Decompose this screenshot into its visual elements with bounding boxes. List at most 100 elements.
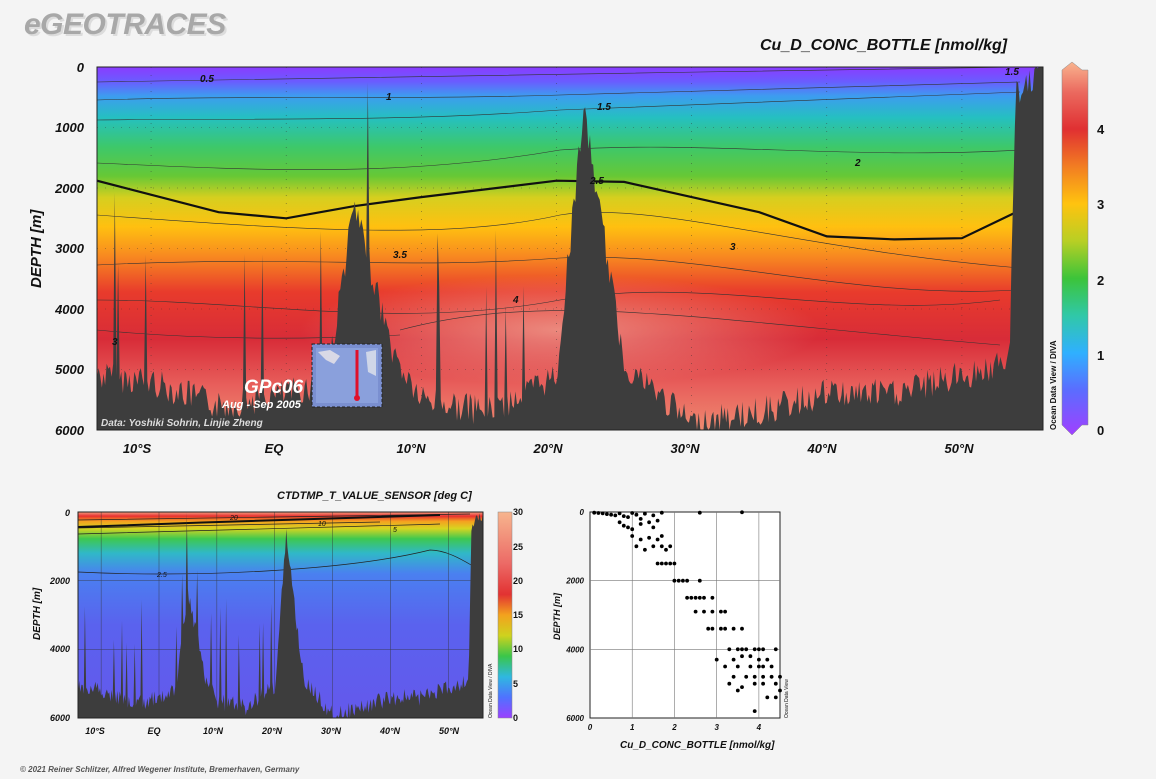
- scatter-point: [752, 709, 757, 713]
- x-tick-label: 50°N: [944, 441, 974, 456]
- colorbar-tick: 1: [1097, 348, 1104, 363]
- x-tick-label: 4: [756, 723, 762, 732]
- scatter-point: [752, 681, 757, 686]
- egeotraces-logo: eGEOTRACES: [24, 8, 226, 41]
- y-tick-label: 1000: [55, 120, 85, 135]
- scatter-point: [634, 512, 639, 517]
- scatter-point: [672, 578, 677, 583]
- scatter-point: [744, 647, 749, 652]
- scatter-point: [761, 647, 765, 652]
- x-tick-label: 20°N: [261, 726, 283, 736]
- main-section-plot[interactable]: 0.5 1 1.5 1.5 2 2.5 3 3 3.5 4 GPc06 Aug …: [0, 0, 1156, 470]
- temp-colorbar: [497, 511, 513, 719]
- contour-label: 4: [512, 295, 519, 306]
- scatter-point: [761, 664, 765, 669]
- x-tick-label: 1: [630, 723, 635, 732]
- scatter-point: [634, 544, 639, 549]
- scatter-point: [697, 578, 702, 583]
- scatter-point: [773, 695, 778, 700]
- scatter-point: [626, 515, 630, 519]
- scatter-point: [748, 654, 753, 659]
- scatter-point: [655, 561, 660, 566]
- scatter-point: [761, 674, 765, 679]
- scatter-point: [685, 595, 689, 600]
- scatter-point: [664, 547, 668, 552]
- contour-label: 0.5: [200, 74, 214, 85]
- scatter-point: [710, 595, 715, 600]
- scatter-point: [685, 578, 689, 583]
- scatter-point: [659, 510, 664, 515]
- scatter-point: [655, 518, 660, 523]
- scatter-point: [697, 510, 702, 515]
- scatter-point: [761, 681, 765, 686]
- contour-label: 1: [386, 92, 392, 103]
- scatter-point: [638, 537, 643, 542]
- scatter-point: [714, 657, 719, 662]
- scatter-point: [757, 647, 761, 652]
- x-tick-label: 30°N: [670, 441, 700, 456]
- scatter-point: [689, 595, 694, 600]
- scatter-point: [748, 664, 753, 669]
- y-tick-label: 5000: [55, 362, 85, 377]
- y-tick-label: 6000: [55, 423, 85, 438]
- scatter-point: [617, 520, 622, 525]
- main-plot-title: Cu_D_CONC_BOTTLE [nmol/kg]: [760, 37, 1008, 54]
- colorbar-tick: 0: [513, 713, 518, 723]
- scatter-point: [651, 525, 656, 530]
- scatter-point: [617, 511, 622, 516]
- y-tick-label: 2000: [565, 577, 584, 586]
- scatter-point: [765, 657, 770, 662]
- scatter-point: [647, 535, 651, 540]
- x-tick-label: EQ: [265, 441, 284, 456]
- cruise-track-inset-map: [311, 343, 383, 408]
- scatter-point: [664, 561, 668, 566]
- scatter-point: [643, 547, 647, 552]
- scatter-point: [752, 674, 757, 679]
- scatter-point: [626, 525, 630, 530]
- scatter-point: [638, 522, 643, 526]
- scatter-point: [769, 674, 774, 679]
- colorbar-side-label: Ocean Data View / DIVA: [488, 663, 494, 718]
- y-tick-label: 6000: [50, 713, 70, 723]
- scatter-point: [630, 534, 635, 538]
- scatter-point: [740, 654, 744, 659]
- scatter-point: [757, 657, 761, 662]
- y-tick-label: 3000: [55, 241, 85, 256]
- scatter-point: [655, 537, 660, 542]
- y-tick-label: 0: [580, 508, 585, 517]
- x-tick-label: 10°S: [123, 441, 152, 456]
- x-tick-label: 50°N: [439, 726, 460, 736]
- scatter-point: [752, 647, 757, 652]
- scatter-point: [630, 527, 635, 532]
- contour-label: 3: [730, 242, 736, 253]
- colorbar-side-label: Ocean Data View / DIVA: [1049, 340, 1058, 430]
- y-tick-label: 2000: [54, 181, 85, 196]
- x-tick-label: 10°S: [85, 726, 105, 736]
- y-tick-label: 0: [65, 508, 70, 518]
- cruise-dates: Aug - Sep 2005: [221, 399, 302, 411]
- colorbar-tick: 5: [513, 679, 518, 689]
- colorbar-tick: 4: [1097, 122, 1105, 137]
- scatter-plot[interactable]: 0 2000 4000 6000 0 1 2 3 4 Ocean Data View: [560, 500, 800, 740]
- scatter-xlabel: Cu_D_CONC_BOTTLE [nmol/kg]: [620, 740, 775, 751]
- contour-label: 3: [112, 337, 118, 348]
- scatter-point: [659, 561, 664, 566]
- scatter-point: [778, 688, 782, 693]
- scatter-point: [731, 657, 736, 662]
- copyright-footer: © 2021 Reiner Schlitzer, Alfred Wegener …: [20, 765, 300, 774]
- scatter-point: [702, 609, 706, 614]
- scatter-point: [740, 685, 744, 689]
- scatter-point: [659, 534, 664, 538]
- cruise-name: GPc06: [244, 377, 304, 398]
- x-tick-label: 2: [671, 723, 677, 732]
- scatter-side-label: Ocean Data View: [784, 679, 790, 718]
- scatter-point: [596, 511, 601, 515]
- contour-label: 2.5: [589, 176, 604, 187]
- contour-label: 3.5: [393, 250, 407, 261]
- scatter-point: [668, 544, 673, 549]
- y-tick-label: 4000: [49, 644, 70, 654]
- temperature-section-plot[interactable]: 20 10 5 2.5 0 2000 4000 6000 10°S EQ 10°…: [0, 500, 530, 740]
- x-tick-label: 20°N: [532, 441, 563, 456]
- scatter-point: [757, 664, 761, 669]
- scatter-point: [643, 511, 647, 516]
